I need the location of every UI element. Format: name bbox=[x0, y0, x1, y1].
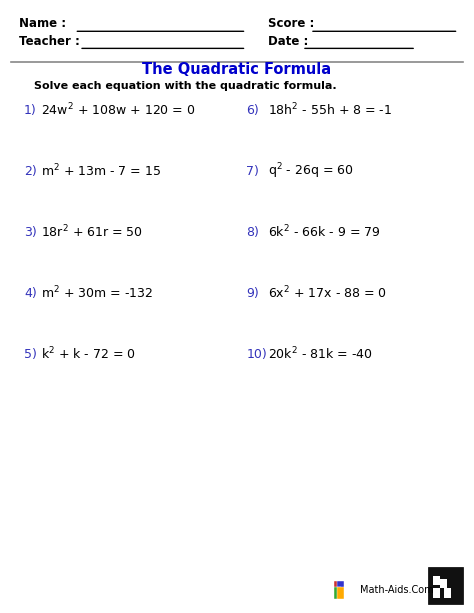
Text: 7): 7) bbox=[246, 164, 259, 178]
Text: Teacher :: Teacher : bbox=[19, 34, 80, 48]
Bar bbox=[334, 587, 341, 600]
Text: 3): 3) bbox=[24, 226, 37, 238]
Bar bbox=[439, 579, 447, 588]
Text: 6x$^{2}$ + 17x - 88 = 0: 6x$^{2}$ + 17x - 88 = 0 bbox=[268, 285, 387, 302]
Text: The Quadratic Formula: The Quadratic Formula bbox=[143, 63, 331, 77]
Bar bbox=[337, 587, 344, 600]
Text: 20k$^{2}$ - 81k = -40: 20k$^{2}$ - 81k = -40 bbox=[268, 346, 373, 362]
Text: Name :: Name : bbox=[19, 17, 66, 31]
Text: 4): 4) bbox=[24, 286, 37, 300]
Bar bbox=[444, 588, 451, 598]
Text: 9): 9) bbox=[246, 286, 259, 300]
Text: k$^{2}$ + k - 72 = 0: k$^{2}$ + k - 72 = 0 bbox=[41, 346, 137, 362]
Text: Date :: Date : bbox=[268, 34, 308, 48]
Bar bbox=[433, 576, 439, 585]
Text: 6): 6) bbox=[246, 104, 259, 116]
Text: 18h$^{2}$ - 55h + 8 = -1: 18h$^{2}$ - 55h + 8 = -1 bbox=[268, 102, 392, 118]
Bar bbox=[428, 567, 463, 604]
Text: 5): 5) bbox=[24, 348, 37, 360]
Text: Score :: Score : bbox=[268, 17, 314, 31]
Text: 6k$^{2}$ - 66k - 9 = 79: 6k$^{2}$ - 66k - 9 = 79 bbox=[268, 224, 380, 240]
Text: Solve each equation with the quadratic formula.: Solve each equation with the quadratic f… bbox=[35, 80, 337, 91]
Text: 8): 8) bbox=[246, 226, 259, 238]
Text: 1): 1) bbox=[24, 104, 37, 116]
Text: 18r$^{2}$ + 61r = 50: 18r$^{2}$ + 61r = 50 bbox=[41, 224, 144, 240]
Text: m$^{2}$ + 30m = -132: m$^{2}$ + 30m = -132 bbox=[41, 285, 154, 302]
Text: 2): 2) bbox=[24, 164, 37, 178]
Text: 10): 10) bbox=[246, 348, 267, 360]
Text: 24w$^{2}$ + 108w + 120 = 0: 24w$^{2}$ + 108w + 120 = 0 bbox=[41, 102, 196, 118]
Bar bbox=[337, 581, 344, 593]
Text: m$^{2}$ + 13m - 7 = 15: m$^{2}$ + 13m - 7 = 15 bbox=[41, 162, 162, 180]
Text: Math-Aids.Com: Math-Aids.Com bbox=[359, 585, 433, 595]
Bar bbox=[433, 588, 439, 598]
Text: q$^{2}$ - 26q = 60: q$^{2}$ - 26q = 60 bbox=[268, 161, 354, 181]
Bar bbox=[334, 581, 341, 593]
